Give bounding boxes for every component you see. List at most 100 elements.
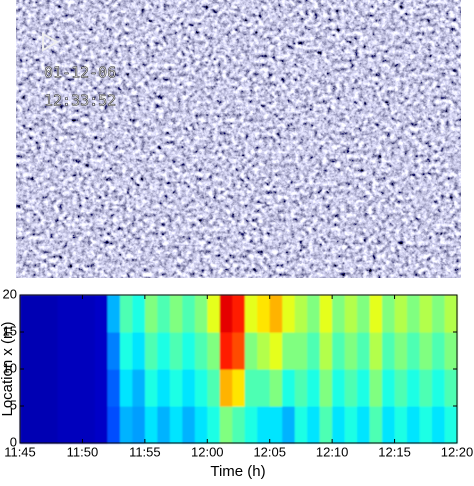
play-icon	[42, 32, 60, 52]
heat-cell	[344, 369, 358, 407]
heat-cell	[319, 406, 333, 444]
heat-cell	[269, 332, 283, 370]
heat-cell	[407, 406, 421, 444]
heat-cell	[169, 295, 183, 333]
heat-cell	[369, 332, 383, 370]
heat-cell	[207, 295, 221, 333]
heat-cell	[132, 295, 146, 333]
heat-cell	[282, 295, 296, 333]
heat-cell	[257, 332, 271, 370]
heat-cell	[94, 369, 108, 407]
heat-cell	[344, 406, 358, 444]
heat-cell	[207, 406, 221, 444]
heat-cell	[107, 369, 121, 407]
heat-cell	[394, 369, 408, 407]
heat-cell	[144, 369, 158, 407]
heat-cell	[44, 369, 59, 407]
x-axis-label: Time (h)	[210, 463, 265, 480]
heat-cell	[269, 406, 283, 444]
heat-cell	[357, 295, 371, 333]
heat-cell	[32, 369, 46, 407]
heat-cell	[169, 332, 183, 370]
heat-cell	[20, 295, 34, 333]
heat-cell	[94, 295, 108, 333]
heat-cell	[132, 406, 146, 444]
x-tick-label: 12:00	[191, 444, 224, 459]
heat-cell	[32, 295, 46, 333]
heat-cell	[207, 332, 221, 370]
heat-cell	[119, 295, 133, 333]
heat-cell	[282, 369, 296, 407]
heat-cell	[94, 406, 108, 444]
heatmap	[20, 295, 458, 444]
heat-cell	[332, 369, 346, 407]
heat-cell	[244, 332, 258, 370]
heat-cell	[132, 369, 146, 407]
heat-cell	[144, 295, 158, 333]
heat-cell	[182, 369, 196, 407]
heat-cell	[382, 295, 396, 333]
heat-cell	[194, 295, 208, 333]
heat-cell	[157, 406, 171, 444]
timestamp-date: 01-12-06	[44, 64, 116, 82]
heat-cell	[232, 369, 246, 407]
heat-cell	[57, 369, 71, 407]
heat-cell	[294, 369, 308, 407]
heat-cell	[444, 369, 458, 407]
x-tick-label: 11:55	[129, 444, 161, 459]
heat-cell	[44, 332, 59, 370]
y-tick-label: 10	[3, 360, 17, 375]
heat-cell	[94, 332, 108, 370]
heat-cell	[282, 406, 296, 444]
heat-cell	[432, 406, 446, 444]
heat-cell	[119, 406, 133, 444]
heat-cell	[107, 332, 121, 370]
heat-cell	[57, 295, 71, 333]
heat-cell	[144, 332, 158, 370]
heat-cell	[182, 406, 196, 444]
y-tick-label: 0	[10, 434, 17, 449]
heat-cell	[357, 332, 371, 370]
x-tick-label: 11:45	[4, 444, 36, 459]
heat-cell	[369, 369, 383, 407]
heat-cell	[32, 406, 46, 444]
heat-cell	[169, 369, 183, 407]
heat-cell	[319, 332, 333, 370]
heat-cell	[394, 295, 408, 333]
heat-cell	[282, 332, 296, 370]
y-tick-label: 20	[3, 286, 17, 301]
heat-cell	[219, 295, 233, 333]
heat-cell	[194, 369, 208, 407]
heat-cell	[194, 332, 208, 370]
heat-cell	[69, 369, 84, 407]
x-tick-label: 12:15	[378, 444, 411, 459]
heat-cell	[382, 406, 396, 444]
heat-cell	[444, 332, 458, 370]
heat-cell	[419, 369, 433, 407]
heat-cell	[157, 332, 171, 370]
heat-cell	[219, 406, 233, 444]
x-tick-label: 12:10	[316, 444, 349, 459]
heat-cell	[232, 332, 246, 370]
heat-cell	[219, 332, 233, 370]
heat-cell	[20, 369, 34, 407]
heat-cell	[419, 406, 433, 444]
heat-cell	[407, 332, 421, 370]
heat-cell	[157, 369, 171, 407]
heat-cell	[382, 369, 396, 407]
heat-cell	[369, 295, 383, 333]
heat-cell	[44, 295, 59, 333]
heat-cell	[319, 369, 333, 407]
heat-cell	[294, 295, 308, 333]
heat-cell	[244, 295, 258, 333]
heat-cell	[419, 295, 433, 333]
heat-cell	[157, 295, 171, 333]
heat-cell	[344, 332, 358, 370]
heat-cell	[394, 332, 408, 370]
heat-cell	[182, 295, 196, 333]
heat-cell	[107, 295, 121, 333]
heat-cell	[82, 369, 96, 407]
heat-cell	[57, 406, 71, 444]
